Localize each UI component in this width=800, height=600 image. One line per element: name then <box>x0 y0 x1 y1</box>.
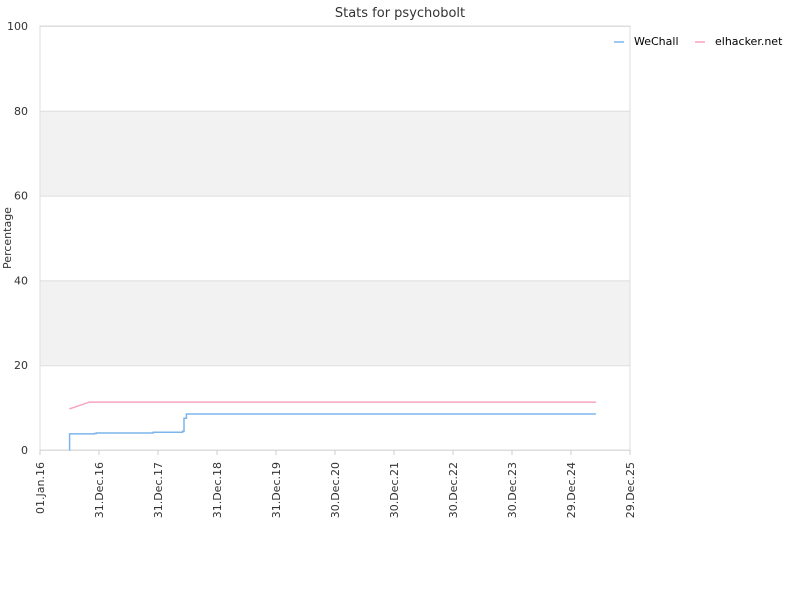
x-tick-label: 31.Dec.16 <box>93 462 106 518</box>
y-tick-label: 80 <box>14 105 28 118</box>
x-tick-label: 30.Dec.20 <box>329 462 342 518</box>
legend-item[interactable]: WeChall <box>614 35 679 48</box>
x-tick-label: 29.Dec.25 <box>624 462 637 518</box>
series-line-elhacker-net <box>69 401 596 410</box>
x-tick-label: 30.Dec.23 <box>506 462 519 518</box>
x-tick-label: 01.Jan.16 <box>34 462 47 514</box>
plot-area-border <box>39 25 631 451</box>
y-tick-label: 20 <box>14 359 28 372</box>
series-group <box>68 401 596 451</box>
series-line-wechall <box>68 413 596 451</box>
x-axis: 01.Jan.16 31.Dec.16 31.Dec.17 31.Dec.18 31.D… <box>34 450 637 518</box>
plot-band <box>40 110 630 196</box>
y-tick-label: 100 <box>7 20 28 33</box>
y-tick-label: 0 <box>21 444 28 457</box>
x-tick-label: 29.Dec.24 <box>565 462 578 518</box>
x-tick-label: 30.Dec.22 <box>447 462 460 518</box>
x-tick-label: 31.Dec.19 <box>270 462 283 518</box>
grid-lines <box>40 26 630 451</box>
plot-bands <box>40 110 630 366</box>
y-axis-label: Percentage <box>1 207 14 269</box>
legend-label: elhacker.net <box>715 35 783 48</box>
legend-item[interactable]: elhacker.net <box>695 35 783 48</box>
chart-title: Stats for psychobolt <box>335 6 465 21</box>
x-tick-label: 30.Dec.21 <box>388 462 401 518</box>
legend-label: WeChall <box>634 35 679 48</box>
x-tick-label: 31.Dec.17 <box>152 462 165 518</box>
x-tick-label: 31.Dec.18 <box>211 462 224 518</box>
y-axis: 0 20 40 60 80 100 <box>7 20 28 457</box>
legend[interactable]: WeChall elhacker.net <box>614 35 783 48</box>
y-tick-label: 60 <box>14 190 28 203</box>
y-tick-label: 40 <box>14 274 28 287</box>
plot-band <box>40 280 630 366</box>
